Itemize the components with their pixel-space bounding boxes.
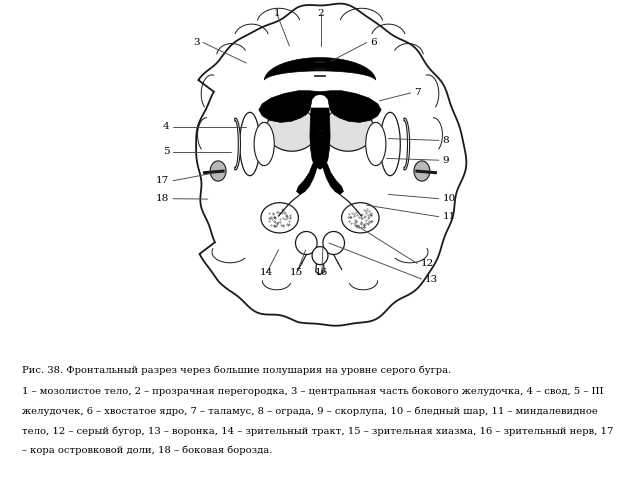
Text: 10: 10 [442, 194, 456, 203]
Text: 16: 16 [315, 268, 328, 277]
Polygon shape [259, 91, 320, 122]
Polygon shape [365, 122, 386, 166]
Text: 18: 18 [156, 194, 170, 203]
Text: 6: 6 [371, 38, 377, 47]
Polygon shape [235, 118, 241, 170]
Text: 4: 4 [163, 122, 170, 131]
Polygon shape [196, 4, 467, 326]
Text: 13: 13 [425, 275, 438, 284]
Text: 14: 14 [260, 268, 273, 277]
Text: 1: 1 [273, 9, 280, 18]
Polygon shape [296, 231, 317, 254]
Polygon shape [323, 231, 344, 254]
Text: 3: 3 [193, 38, 200, 47]
Polygon shape [323, 163, 344, 194]
Polygon shape [210, 161, 226, 181]
Polygon shape [310, 108, 330, 169]
Polygon shape [240, 112, 260, 176]
Text: 15: 15 [290, 268, 303, 277]
Polygon shape [296, 163, 317, 194]
Text: Рис. 38. Фронтальный разрез через большие полушария на уровне серого бугра.: Рис. 38. Фронтальный разрез через больши… [22, 366, 452, 375]
Polygon shape [404, 118, 410, 170]
Text: 5: 5 [163, 147, 170, 156]
Text: 8: 8 [442, 136, 449, 145]
Text: 7: 7 [414, 88, 421, 97]
Polygon shape [261, 203, 298, 233]
Polygon shape [254, 122, 275, 166]
Text: тело, 12 – серый бугор, 13 – воронка, 14 – зрительный тракт, 15 – зрительная хиа: тело, 12 – серый бугор, 13 – воронка, 14… [22, 426, 614, 436]
Polygon shape [342, 203, 379, 233]
Text: 9: 9 [442, 156, 449, 165]
Polygon shape [322, 108, 374, 151]
Polygon shape [380, 112, 400, 176]
Text: 1 – мозолистое тело, 2 – прозрачная перегородка, 3 – центральная часть бокового : 1 – мозолистое тело, 2 – прозрачная пере… [22, 387, 604, 396]
Polygon shape [266, 108, 318, 151]
Polygon shape [414, 161, 430, 181]
Text: 17: 17 [156, 176, 170, 185]
Polygon shape [320, 91, 381, 122]
Text: 11: 11 [442, 212, 456, 221]
Text: 2: 2 [317, 9, 324, 18]
Polygon shape [264, 58, 376, 80]
Text: желудочек, 6 – хвостатое ядро, 7 – таламус, 8 – ограда, 9 – скорлупа, 10 – бледн: желудочек, 6 – хвостатое ядро, 7 – талам… [22, 407, 598, 416]
Polygon shape [312, 247, 328, 264]
Text: 12: 12 [421, 259, 434, 268]
Text: – кора островковой доли, 18 – боковая борозда.: – кора островковой доли, 18 – боковая бо… [22, 446, 273, 456]
